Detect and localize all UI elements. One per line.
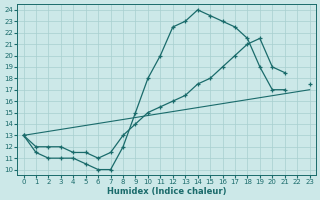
X-axis label: Humidex (Indice chaleur): Humidex (Indice chaleur) xyxy=(107,187,226,196)
